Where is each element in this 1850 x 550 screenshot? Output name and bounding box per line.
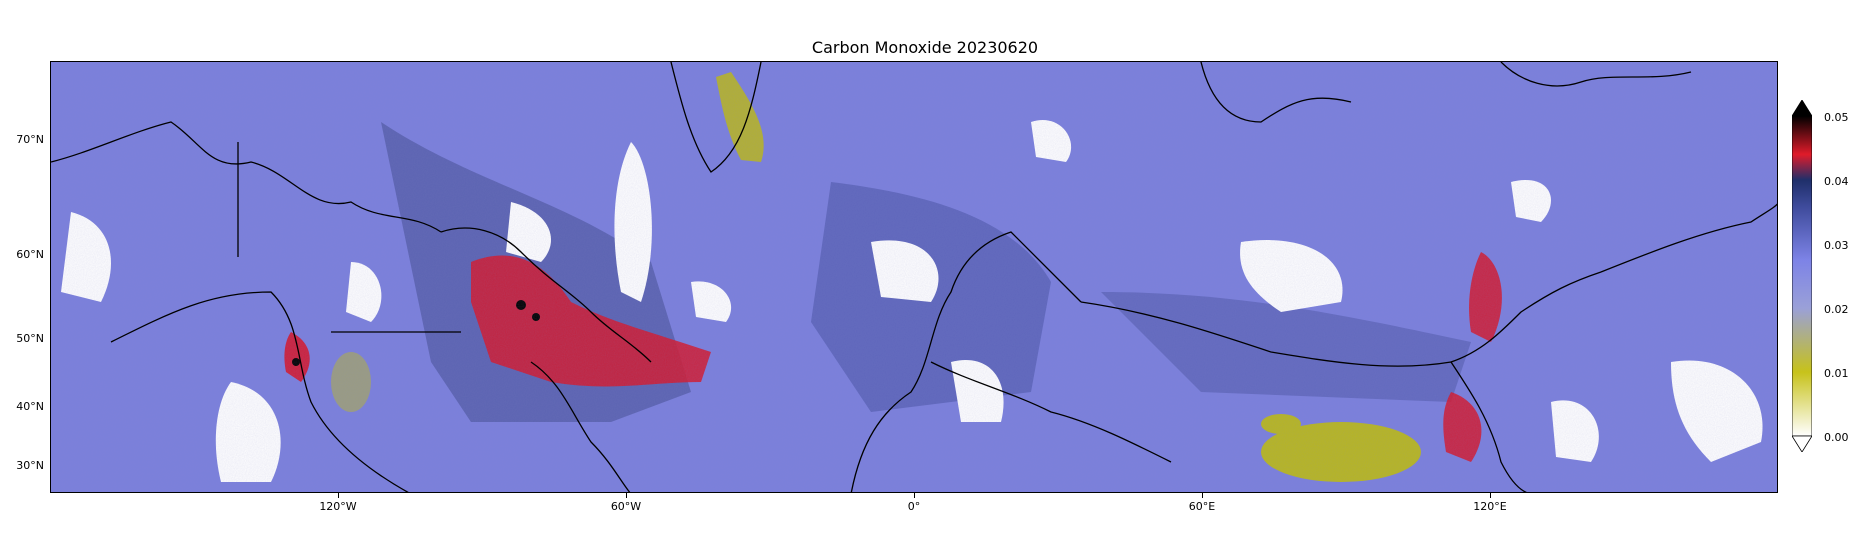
colorbar bbox=[1792, 100, 1812, 452]
co-texture bbox=[51, 62, 1778, 493]
colorbar-tick-label: 0.01 bbox=[1824, 367, 1849, 380]
map-title: Carbon Monoxide 20230620 bbox=[0, 38, 1850, 57]
lat-label-40n: 40°N bbox=[0, 400, 44, 413]
colorbar-tick-label: 0.00 bbox=[1824, 431, 1849, 444]
lat-label-30n: 30°N bbox=[0, 459, 44, 472]
colorbar-tick-label: 0.03 bbox=[1824, 239, 1849, 252]
lon-label-120w: 120°W bbox=[298, 500, 378, 513]
lon-label-60e: 60°E bbox=[1162, 500, 1242, 513]
map-plot-area[interactable] bbox=[50, 61, 1778, 493]
lon-tick bbox=[1490, 493, 1491, 498]
lat-label-70n: 70°N bbox=[0, 133, 44, 146]
lon-label-60w: 60°W bbox=[586, 500, 666, 513]
colorbar-tick-label: 0.02 bbox=[1824, 303, 1849, 316]
colorbar-extend-max bbox=[1792, 100, 1812, 116]
co-field-map bbox=[51, 62, 1778, 493]
lon-tick bbox=[626, 493, 627, 498]
lon-label-0: 0° bbox=[874, 500, 954, 513]
colorbar-tick-label: 0.04 bbox=[1824, 175, 1849, 188]
lat-label-50n: 50°N bbox=[0, 332, 44, 345]
lon-tick bbox=[338, 493, 339, 498]
colorbar-tick-label: 0.05 bbox=[1824, 111, 1849, 124]
lat-label-60n: 60°N bbox=[0, 248, 44, 261]
lon-label-120e: 120°E bbox=[1450, 500, 1530, 513]
lon-tick bbox=[914, 493, 915, 498]
colorbar-gradient bbox=[1792, 116, 1812, 436]
lon-tick bbox=[1202, 493, 1203, 498]
colorbar-extend-min bbox=[1792, 436, 1812, 452]
